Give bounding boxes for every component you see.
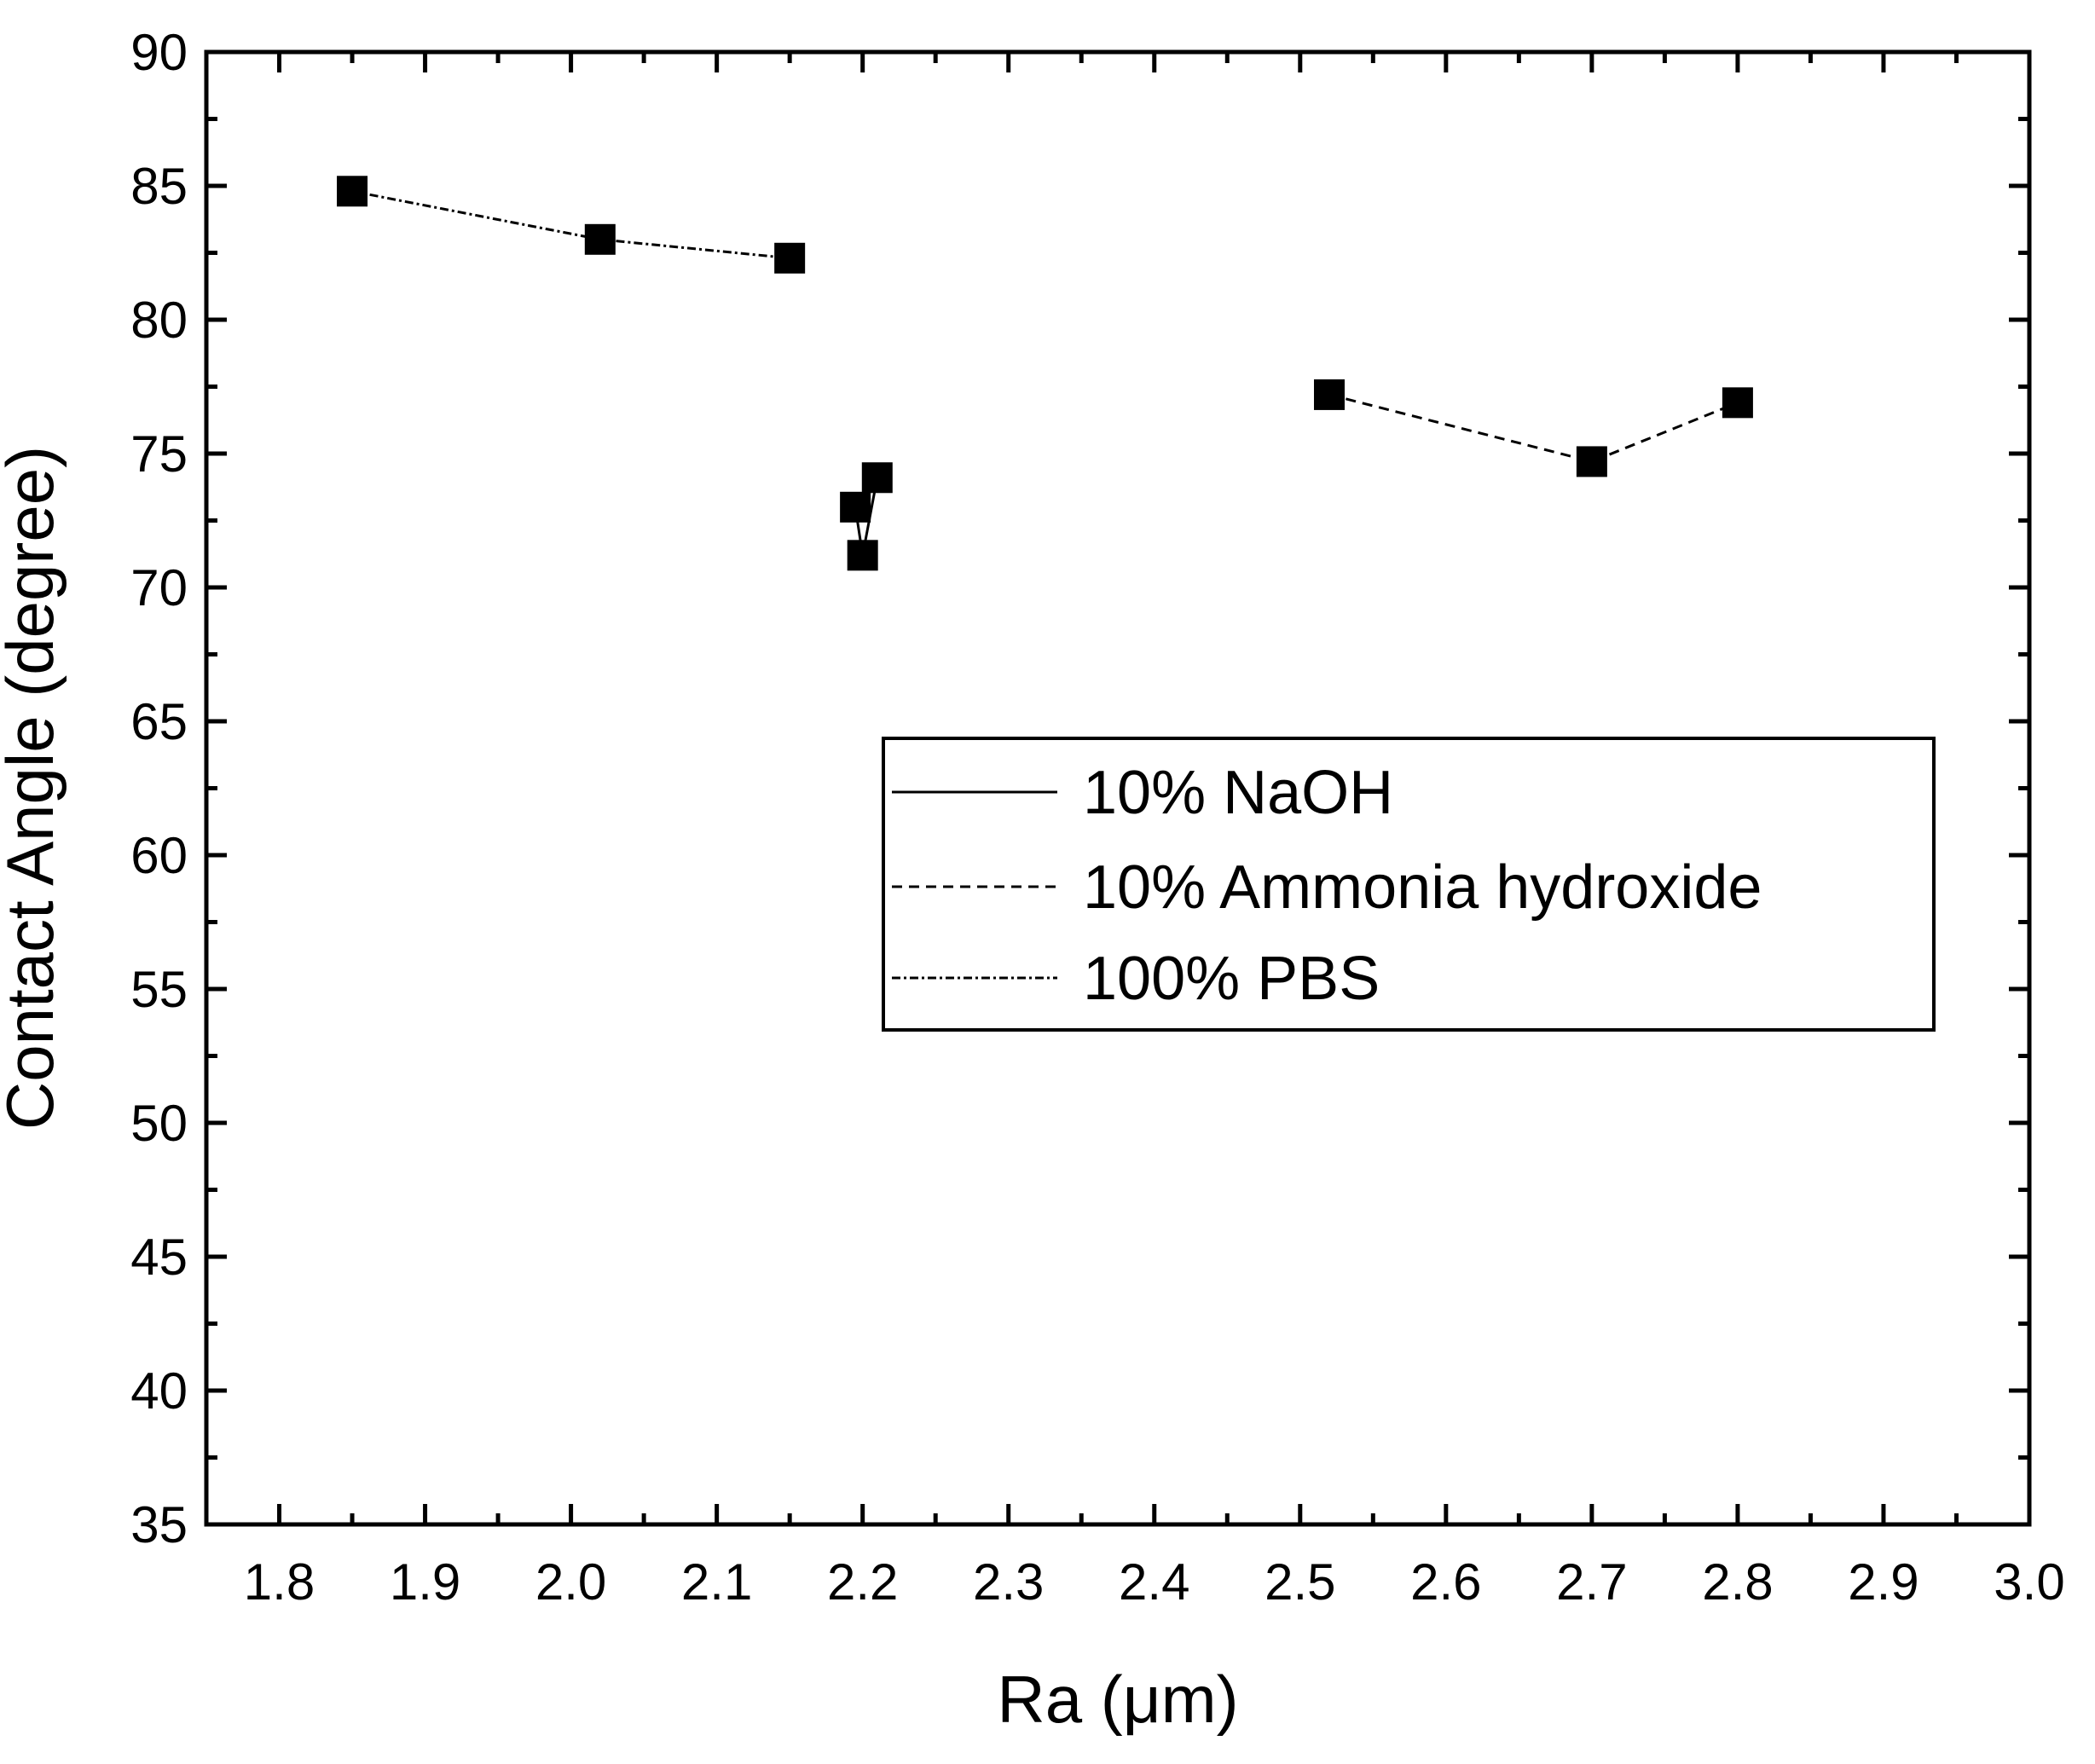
x-tick-label: 2.6: [1410, 1553, 1481, 1611]
plot-frame: [204, 49, 2032, 1527]
tick-group: 1.8 1.9 2.0 2.1 2.2 2.3 2.4 2.5 2.6 2.7 2.8 2.9 3.0 3…: [130, 24, 2064, 1611]
data-point-10-ammonia-hydroxide: [1722, 387, 1753, 419]
x-tick-label: 2.0: [535, 1553, 606, 1611]
legend-box: [882, 737, 1936, 1032]
x-tick-label: 2.8: [1702, 1553, 1773, 1611]
x-tick-label: 3.0: [1994, 1553, 2064, 1611]
data-point-10-naoh: [861, 462, 893, 494]
legend-label: 10% Ammonia hydroxide: [1083, 853, 1762, 922]
legend-label: 10% NaOH: [1083, 759, 1393, 827]
y-tick-label: 80: [130, 292, 188, 349]
y-tick-label: 40: [130, 1362, 188, 1420]
data-point-10-ammonia-hydroxide: [1576, 446, 1607, 477]
x-tick-label: 1.9: [390, 1553, 460, 1611]
data-point-10-naoh: [840, 491, 871, 523]
data-point-10-naoh: [847, 540, 878, 571]
legend: 10% NaOH 10% Ammonia hydroxide 100% PBS: [882, 737, 1936, 1032]
data-point-100-pbs: [774, 242, 806, 274]
x-tick-label: 2.7: [1556, 1553, 1627, 1611]
x-tick-label: 2.2: [827, 1553, 898, 1611]
series-line-10-ammonia-hydroxide: [1328, 393, 1739, 463]
x-tick-label: 2.1: [681, 1553, 752, 1611]
y-tick-label: 60: [130, 827, 188, 884]
y-tick-label: 85: [130, 158, 188, 215]
data-point-10-ammonia-hydroxide: [1314, 379, 1346, 410]
y-tick-label: 90: [130, 24, 188, 81]
y-tick-label: 55: [130, 961, 188, 1018]
legend-label: 100% PBS: [1083, 945, 1380, 1013]
x-tick-label: 2.9: [1848, 1553, 1918, 1611]
data-point-100-pbs: [337, 176, 368, 207]
y-tick-label: 75: [130, 425, 188, 483]
x-tick-label: 1.8: [244, 1553, 315, 1611]
y-tick-label: 65: [130, 693, 188, 750]
y-axis-title: Contact Angle (degree): [0, 446, 67, 1130]
y-tick-label: 35: [130, 1496, 188, 1553]
y-tick-label: 45: [130, 1229, 188, 1286]
y-tick-label: 70: [130, 559, 188, 616]
data-point-100-pbs: [584, 223, 616, 255]
x-tick-label: 2.5: [1265, 1553, 1335, 1611]
series-group: [337, 176, 1753, 571]
x-axis-title: Ra (μm): [997, 1662, 1238, 1737]
x-tick-label: 2.4: [1119, 1553, 1189, 1611]
y-tick-label: 50: [130, 1095, 188, 1152]
x-tick-label: 2.3: [973, 1553, 1044, 1611]
